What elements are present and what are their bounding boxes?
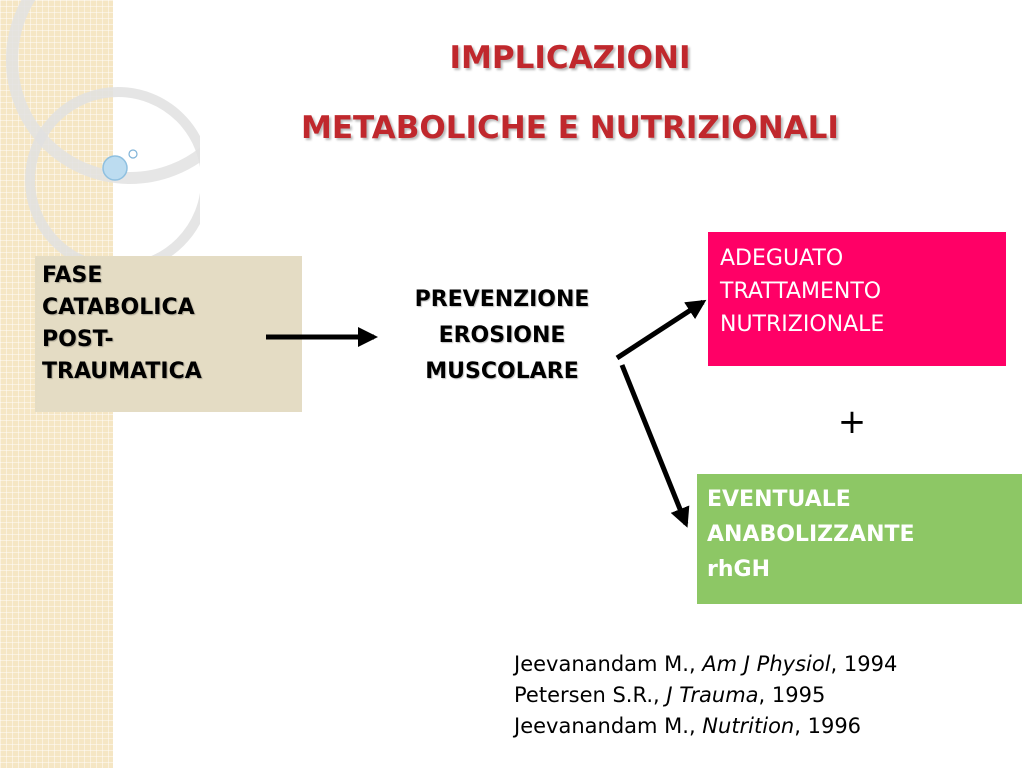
prevenzione-line-2: EROSIONE	[438, 323, 566, 348]
reference-year: , 1995	[758, 683, 826, 707]
prevenzione-label: PREVENZIONE EROSIONE MUSCOLARE	[372, 282, 632, 390]
arrow-to-adeguato	[615, 299, 707, 361]
slide-title-line-1: IMPLICAZIONI	[449, 40, 691, 76]
reference-year: , 1994	[830, 652, 898, 676]
reference-item: Jeevanandam M., Am J Physiol, 1994	[514, 649, 897, 680]
adeguato-trattamento-box: ADEGUATO TRATTAMENTO NUTRIZIONALE	[708, 232, 1006, 366]
reference-item: Jeevanandam M., Nutrition, 1996	[514, 711, 897, 742]
fase-line-4: TRAUMATICA	[42, 359, 202, 384]
eventuale-line-2: ANABOLIZZANTE	[707, 522, 915, 547]
prevenzione-line-3: MUSCOLARE	[425, 359, 579, 384]
reference-journal: Am J Physiol	[702, 652, 831, 676]
arrow-to-eventuale	[619, 364, 690, 528]
fase-line-2: CATABOLICA	[42, 295, 195, 320]
reference-author: Petersen S.R.,	[514, 683, 667, 707]
plus-sign: +	[837, 402, 867, 442]
slide-title-line-2: METABOLICHE E NUTRIZIONALI	[301, 110, 839, 146]
fase-catabolica-box: FASE CATABOLICA POST- TRAUMATICA	[35, 256, 302, 412]
reference-author: Jeevanandam M.,	[514, 652, 703, 676]
reference-journal: J Trauma	[666, 683, 759, 707]
eventuale-line-1: EVENTUALE	[707, 487, 851, 512]
reference-year: , 1996	[794, 714, 862, 738]
eventuale-line-3: rhGH	[707, 557, 770, 582]
fase-line-3: POST-	[42, 327, 114, 352]
fase-line-1: FASE	[42, 263, 103, 288]
adeguato-line-1: ADEGUATO	[720, 246, 844, 271]
reference-journal: Nutrition	[702, 714, 795, 738]
reference-item: Petersen S.R., J Trauma, 1995	[514, 680, 897, 711]
decorative-circles	[6, 0, 200, 260]
adeguato-line-2: TRATTAMENTO	[720, 279, 882, 304]
reference-author: Jeevanandam M.,	[514, 714, 703, 738]
eventuale-anabolizzante-box: EVENTUALE ANABOLIZZANTE rhGH	[697, 474, 1022, 604]
adeguato-line-3: NUTRIZIONALE	[720, 312, 885, 337]
references-list: Jeevanandam M., Am J Physiol, 1994 Peter…	[514, 649, 897, 742]
prevenzione-line-1: PREVENZIONE	[414, 287, 590, 312]
